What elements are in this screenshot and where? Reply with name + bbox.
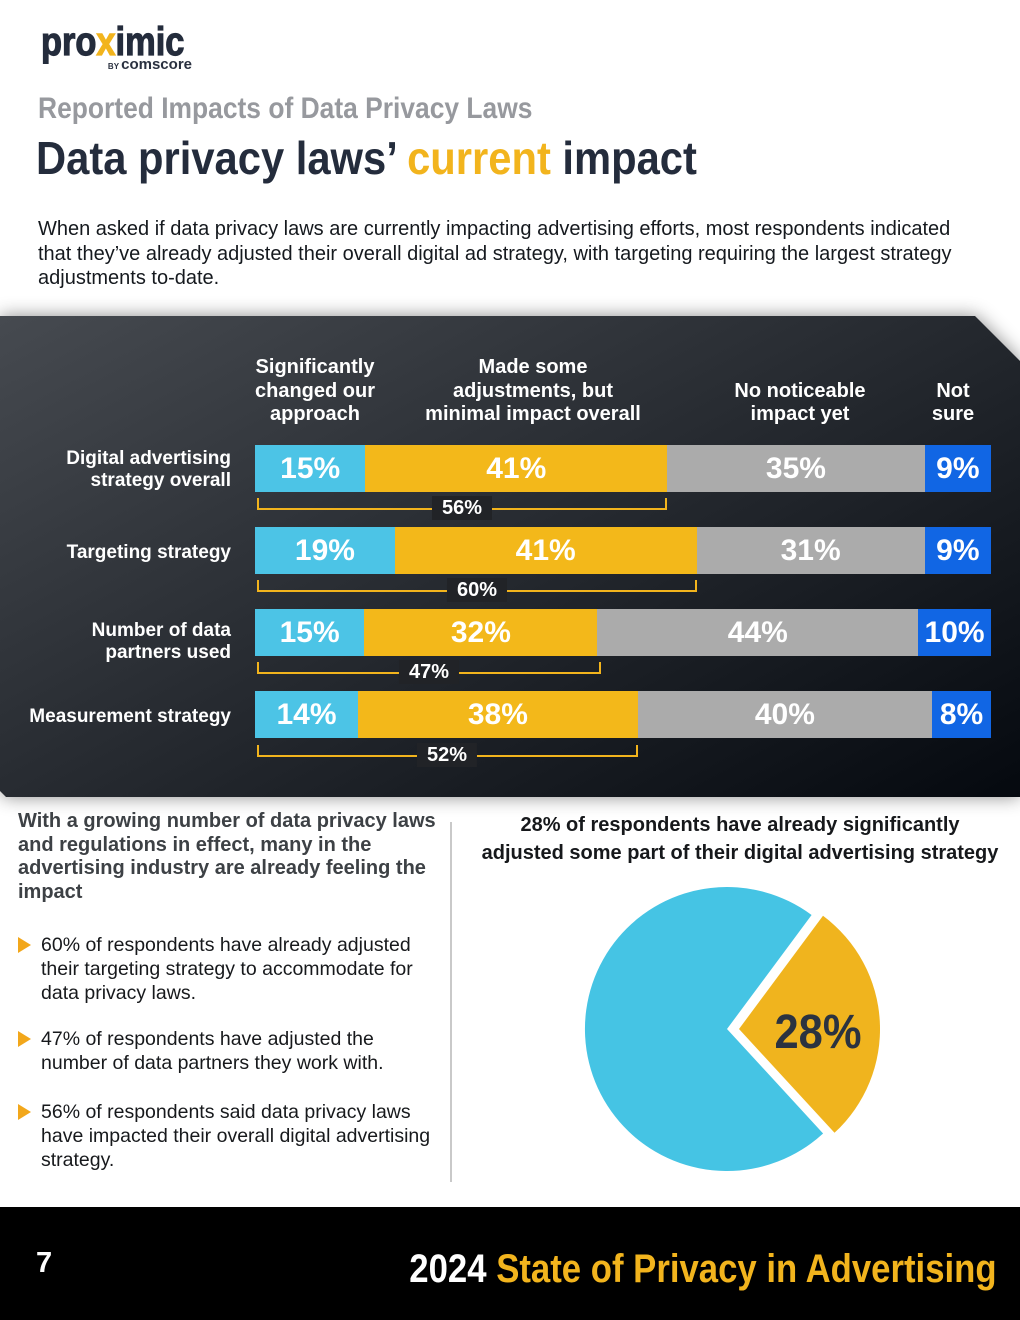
- svg-text:28%: 28%: [775, 1006, 862, 1059]
